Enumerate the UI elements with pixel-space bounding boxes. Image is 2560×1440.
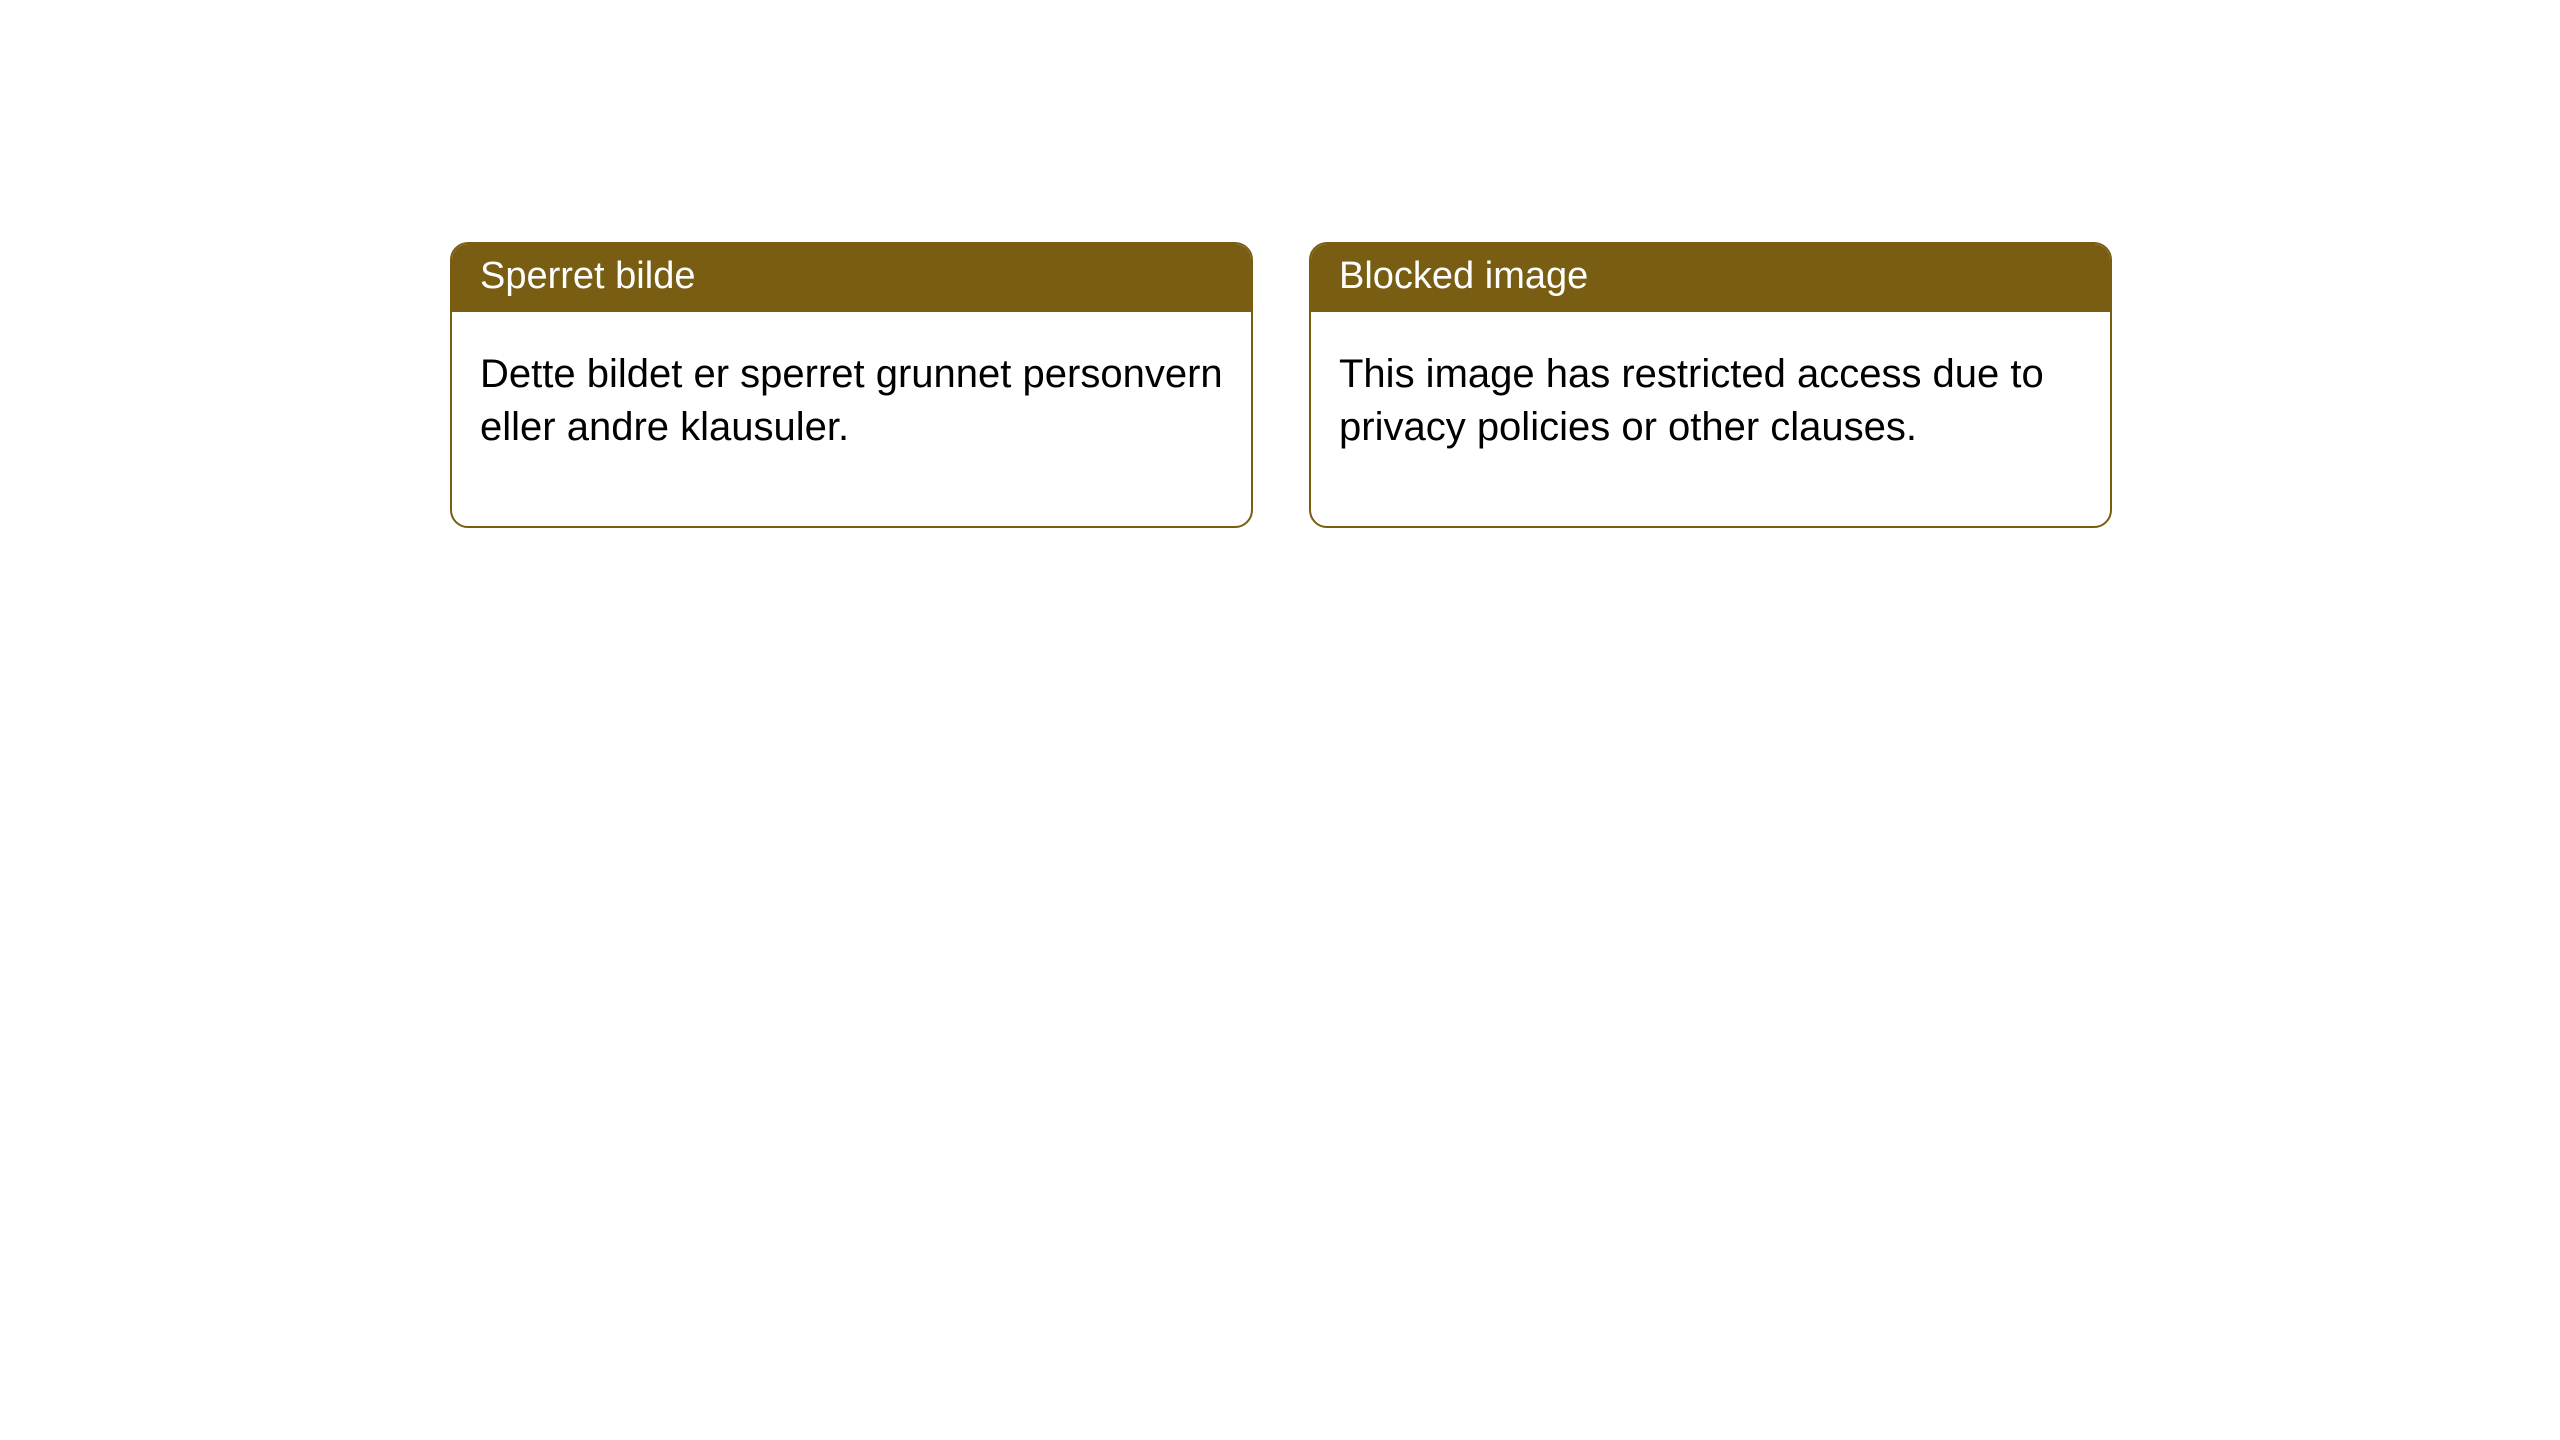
notice-header: Blocked image (1311, 244, 2110, 312)
notice-container: Sperret bilde Dette bildet er sperret gr… (450, 242, 2112, 528)
notice-body: Dette bildet er sperret grunnet personve… (452, 312, 1251, 526)
notice-box-norwegian: Sperret bilde Dette bildet er sperret gr… (450, 242, 1253, 528)
notice-body: This image has restricted access due to … (1311, 312, 2110, 526)
notice-header: Sperret bilde (452, 244, 1251, 312)
notice-box-english: Blocked image This image has restricted … (1309, 242, 2112, 528)
